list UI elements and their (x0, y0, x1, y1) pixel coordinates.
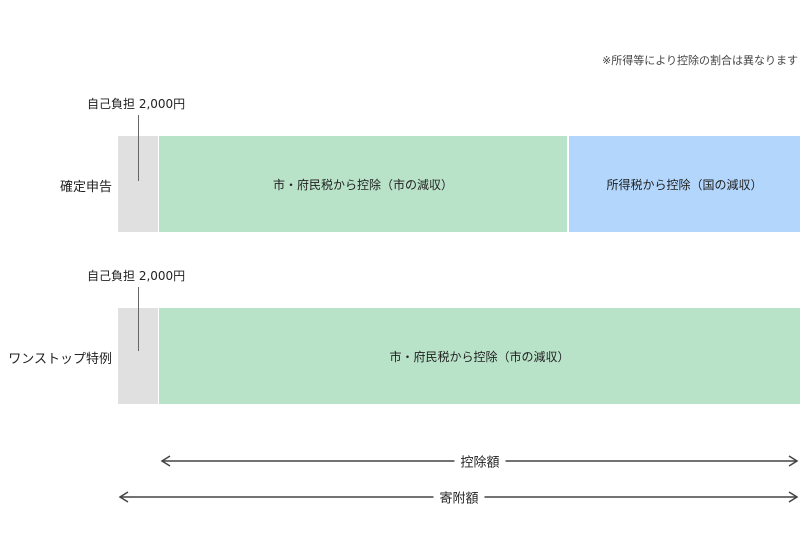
self-pay-label: 自己負担 2,000円 (87, 97, 186, 111)
self-pay-label: 自己負担 2,000円 (87, 269, 186, 283)
row-label: ワンストップ特例 (8, 352, 112, 367)
segment: 所得税から控除（国の減収） (569, 136, 800, 232)
arrow-label: 控除額 (454, 451, 506, 471)
pointer-line (138, 115, 139, 181)
segment: 市・府民税から控除（市の減収） (159, 136, 567, 232)
arrows (118, 455, 799, 503)
arrow-label: 寄附額 (433, 487, 485, 507)
pointer-line (138, 287, 139, 351)
segment: 市・府民税から控除（市の減収） (159, 308, 800, 404)
note: ※所得等により控除の割合は異なります (602, 54, 798, 67)
row-label: 確定申告 (59, 180, 112, 195)
